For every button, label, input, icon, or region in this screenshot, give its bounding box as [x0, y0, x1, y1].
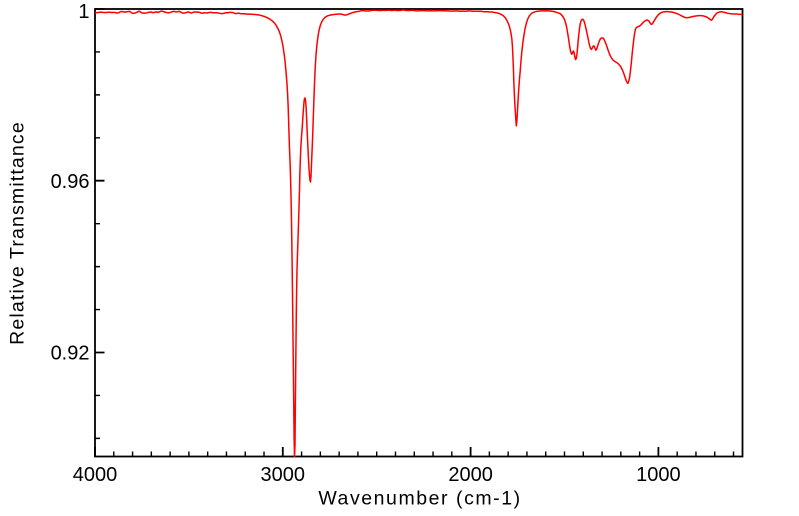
svg-text:1: 1 — [78, 1, 89, 23]
svg-text:3000: 3000 — [261, 464, 306, 486]
svg-text:2000: 2000 — [448, 464, 493, 486]
svg-text:0.96: 0.96 — [51, 171, 90, 193]
svg-text:4000: 4000 — [73, 464, 118, 486]
svg-text:Wavenumber (cm-1): Wavenumber (cm-1) — [318, 488, 521, 510]
svg-text:1000: 1000 — [636, 464, 681, 486]
svg-text:0.92: 0.92 — [51, 343, 90, 365]
svg-text:Relative Transmittance: Relative Transmittance — [7, 121, 29, 345]
